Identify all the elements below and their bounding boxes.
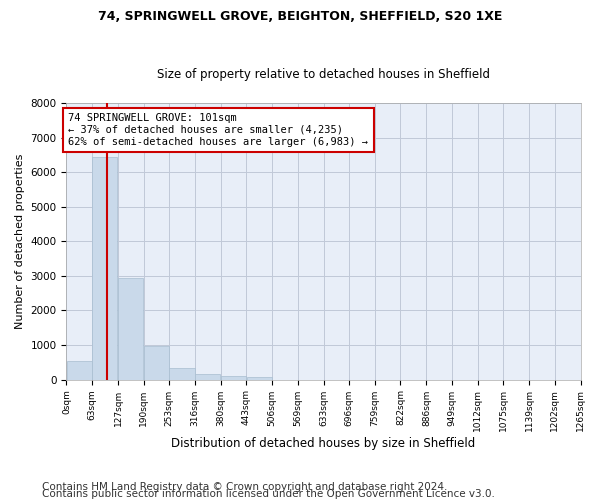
Bar [118,278,143,380]
Bar [169,368,194,380]
Bar [247,378,272,380]
Bar [92,158,118,380]
Y-axis label: Number of detached properties: Number of detached properties [15,154,25,329]
Bar [144,346,169,380]
Bar [67,360,92,380]
Text: Contains public sector information licensed under the Open Government Licence v3: Contains public sector information licen… [42,489,495,499]
Bar [221,376,246,380]
Bar [195,374,220,380]
Title: Size of property relative to detached houses in Sheffield: Size of property relative to detached ho… [157,68,490,81]
X-axis label: Distribution of detached houses by size in Sheffield: Distribution of detached houses by size … [172,437,476,450]
Text: 74, SPRINGWELL GROVE, BEIGHTON, SHEFFIELD, S20 1XE: 74, SPRINGWELL GROVE, BEIGHTON, SHEFFIEL… [98,10,502,23]
Text: Contains HM Land Registry data © Crown copyright and database right 2024.: Contains HM Land Registry data © Crown c… [42,482,448,492]
Text: 74 SPRINGWELL GROVE: 101sqm
← 37% of detached houses are smaller (4,235)
62% of : 74 SPRINGWELL GROVE: 101sqm ← 37% of det… [68,114,368,146]
